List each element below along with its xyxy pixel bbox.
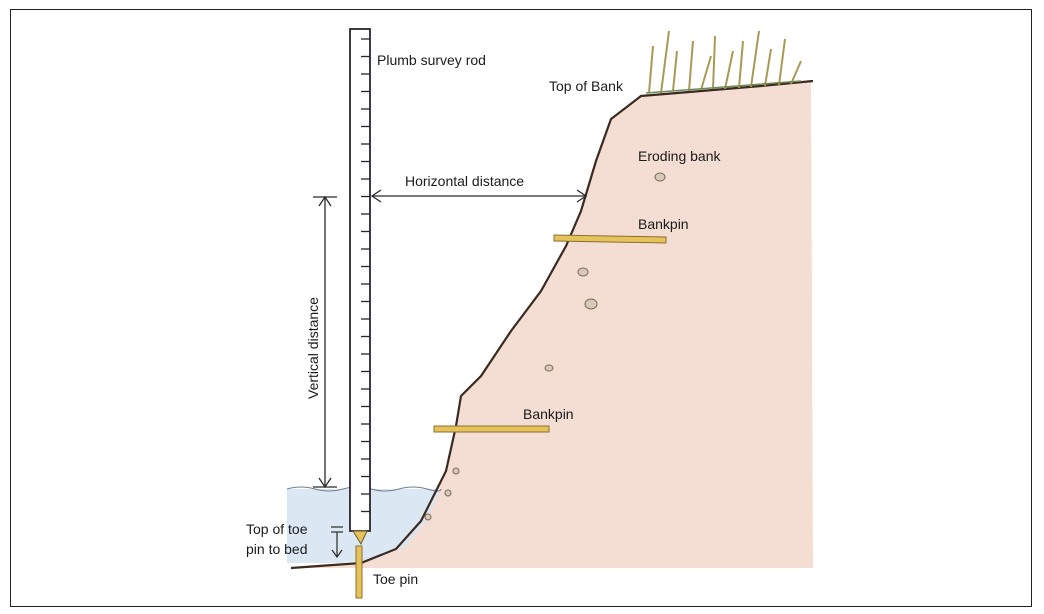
survey-rod [349,28,371,532]
label-plumb-survey-rod: Plumb survey rod [377,52,486,68]
water-surface [286,486,442,492]
rocks [424,172,666,521]
label-toe-pin: Toe pin [373,571,418,587]
rod-foot [352,530,368,546]
figure-frame: Plumb survey rod Top of Bank Eroding ban… [10,9,1032,607]
label-vertical-distance: Vertical distance [305,297,321,399]
label-top-of-toe-line2: pin to bed [246,541,308,557]
streambank-diagram: Plumb survey rod Top of Bank Eroding ban… [246,28,814,599]
label-eroding-bank: Eroding bank [638,148,722,164]
vertical-arrow [313,195,337,489]
label-top-of-toe-line1: Top of toe [246,521,308,537]
bank-soil [291,81,813,568]
bankpin-upper-shape [553,234,667,244]
grass [648,30,802,94]
horizontal-arrow [370,189,588,203]
label-horizontal-distance: Horizontal distance [405,173,524,189]
label-top-of-bank: Top of Bank [549,78,624,94]
label-bankpin-upper: Bankpin [638,216,689,232]
grass-base [645,80,802,94]
bankpin-lower-shape [433,425,550,433]
toe-top-arrow [331,526,343,559]
rod-ticks [361,38,370,513]
label-bankpin-lower: Bankpin [523,406,574,422]
toe-pin [355,545,363,599]
bank-profile [290,79,814,570]
